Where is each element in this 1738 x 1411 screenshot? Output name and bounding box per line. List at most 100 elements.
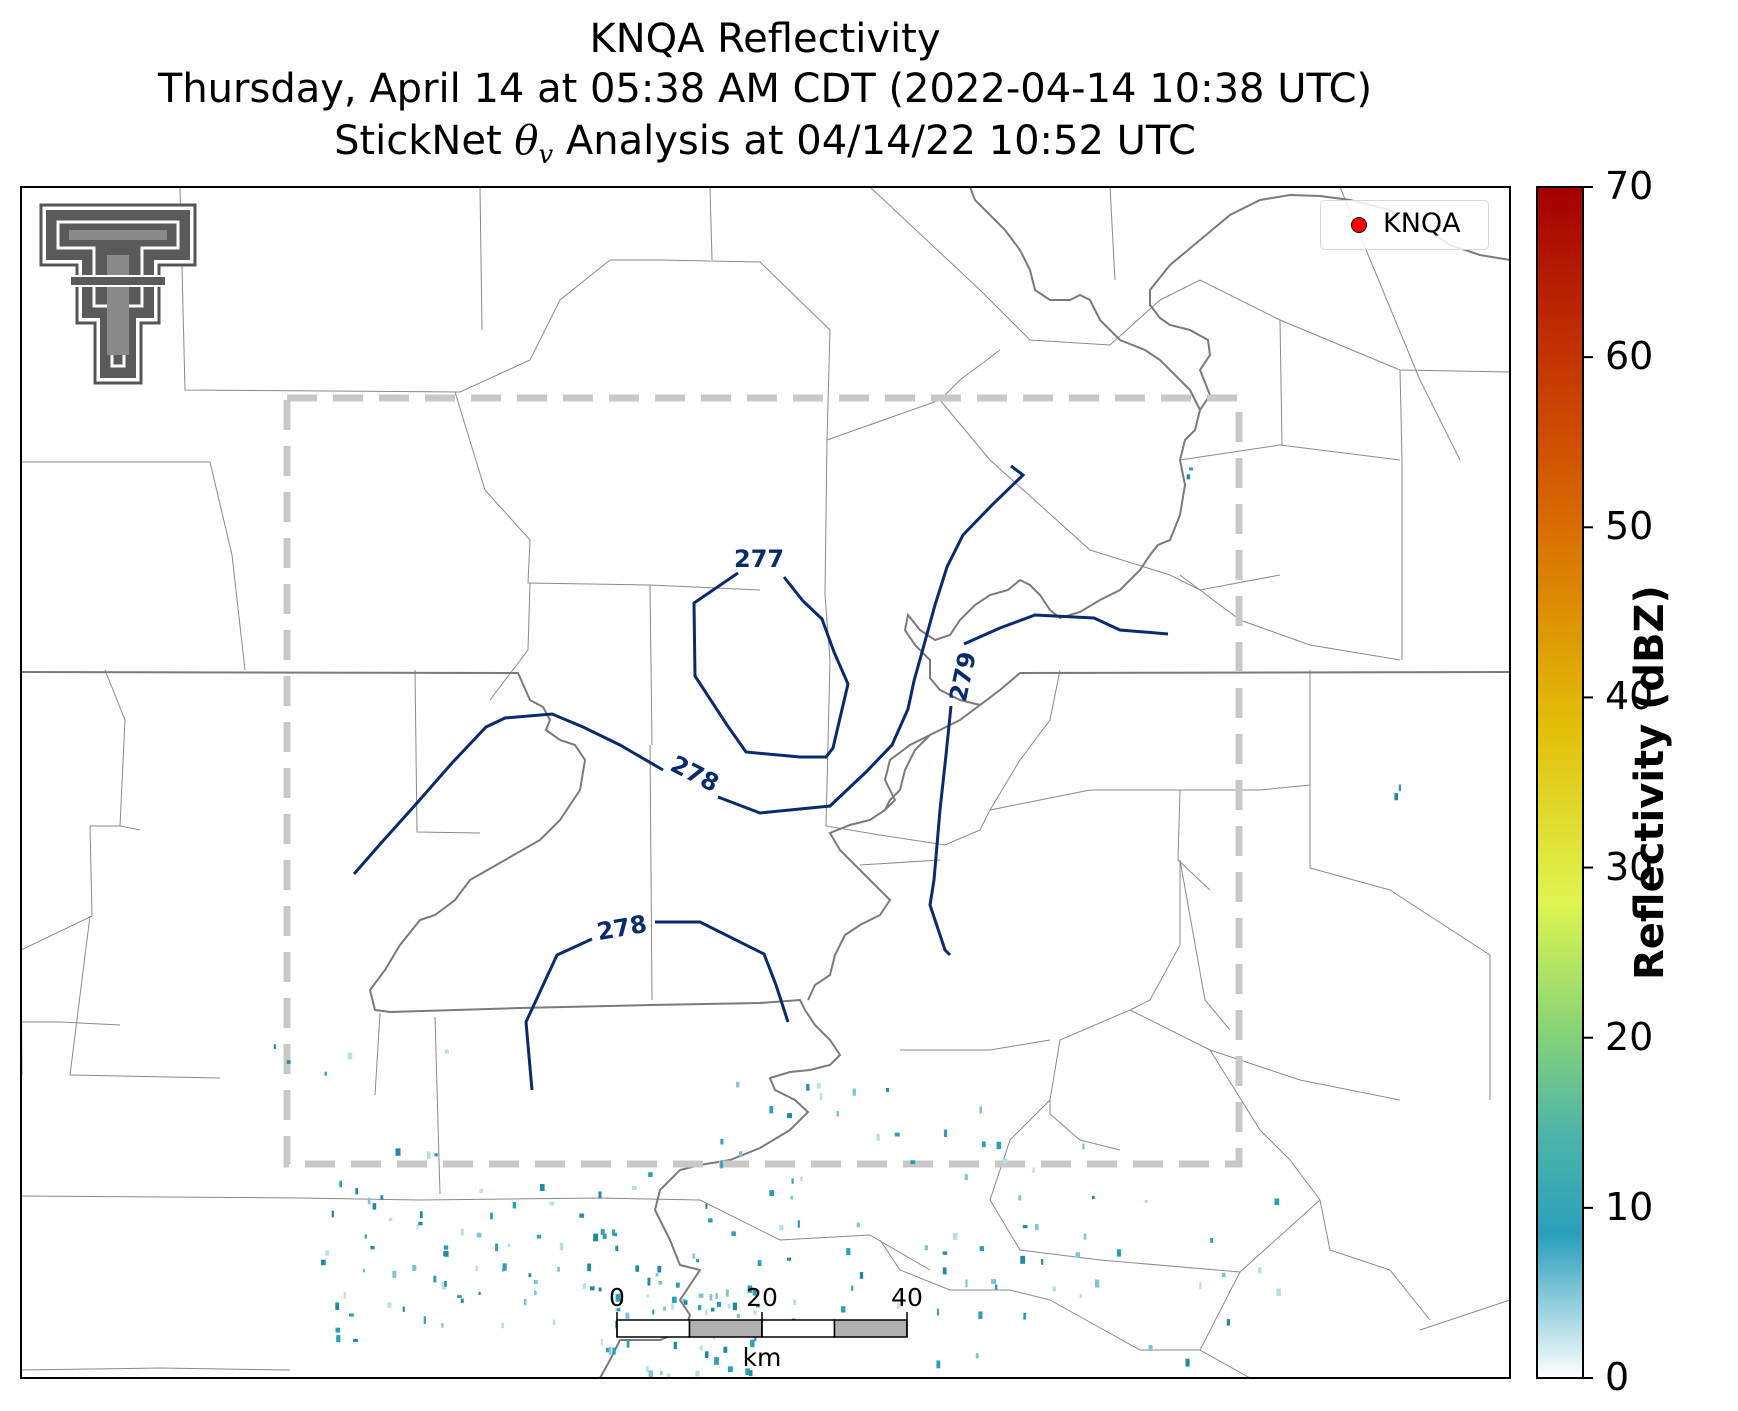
analysis-suffix: Analysis at 04/14/22 10:52 UTC: [553, 118, 1196, 164]
radar-echo: [441, 1281, 447, 1290]
radar-echo: [897, 1303, 900, 1310]
radar-echo: [705, 1203, 708, 1209]
radar-echo: [600, 1229, 605, 1235]
radar-echo: [549, 1202, 555, 1206]
radar-echo: [1257, 1267, 1262, 1274]
radar-echo: [1116, 1249, 1122, 1257]
state-boundaries: [21, 187, 1510, 1378]
radar-echo: [717, 1301, 721, 1307]
radar-echo: [710, 1307, 715, 1312]
radar-echo: [645, 1366, 649, 1373]
radar-echo: [557, 1266, 560, 1272]
radar-echo: [598, 1287, 602, 1292]
radar-echo: [495, 1243, 498, 1252]
radar-echo: [769, 1190, 775, 1196]
radar-echo: [273, 1044, 276, 1050]
theta-subscript: v: [538, 140, 554, 170]
colorbar-tick-label: 70: [1605, 164, 1654, 208]
radar-echo: [402, 1306, 405, 1312]
radar-echo: [1041, 1259, 1044, 1265]
radar-echo: [942, 1267, 947, 1275]
scale-tick-0: 0: [609, 1283, 625, 1312]
radar-echo: [336, 1335, 341, 1343]
radar-echo: [994, 1284, 998, 1290]
radar-echo: [790, 1195, 794, 1200]
colorbar-label: Reflectivity (dBZ): [1627, 585, 1673, 980]
radar-echo: [1210, 1238, 1214, 1243]
radar-echo: [362, 1268, 365, 1273]
radar-echo: [534, 1279, 538, 1284]
radar-echo: [1075, 1252, 1080, 1258]
radar-echo: [372, 1203, 377, 1210]
radar-echo: [602, 1233, 607, 1239]
radar-echo: [1079, 1293, 1082, 1299]
radar-echo: [1091, 1195, 1095, 1199]
theta-v-contours: [352, 464, 1169, 1091]
radar-echo: [441, 1323, 444, 1328]
radar-echo: [978, 1311, 983, 1319]
radar-echo: [524, 1298, 527, 1306]
radar-echo: [502, 1263, 507, 1271]
radar-echo: [395, 1148, 401, 1156]
radar-echo: [321, 1259, 326, 1266]
radar-echo: [732, 1302, 737, 1311]
radar-echo: [748, 1370, 753, 1377]
radar-echo: [725, 1289, 729, 1297]
radar-echo: [1032, 1167, 1035, 1173]
radar-echo: [836, 1111, 840, 1117]
radar-echo: [534, 1290, 537, 1296]
colorbar-tick-label: 60: [1605, 334, 1654, 379]
radar-echo: [856, 1222, 860, 1228]
contour-label-278-north: 278: [666, 750, 723, 798]
radar-echo: [1276, 1288, 1281, 1296]
radar-echo: [616, 1308, 621, 1312]
radar-echo: [286, 1060, 291, 1064]
radar-echo: [1148, 1345, 1153, 1351]
radar-site-marker-icon: [1351, 217, 1367, 233]
radar-echo: [528, 1273, 532, 1278]
colorbar: [1536, 186, 1584, 1379]
radar-echo: [613, 1232, 617, 1237]
radar-echo: [910, 1160, 916, 1165]
radar-echo: [324, 1071, 327, 1076]
analysis-prefix: StickNet: [334, 118, 515, 164]
radar-echo: [745, 1368, 750, 1376]
radar-echo: [457, 1295, 462, 1299]
radar-echo: [423, 1316, 426, 1324]
radar-echo: [964, 1174, 968, 1181]
radar-echo: [443, 1245, 449, 1250]
radar-echo: [769, 1106, 774, 1114]
legend-label: KNQA: [1383, 208, 1461, 239]
radar-echo: [1020, 1255, 1026, 1264]
radar-echo: [736, 1314, 740, 1319]
radar-echo: [646, 1294, 649, 1298]
radar-echo: [426, 1151, 431, 1160]
radar-echo: [752, 1288, 757, 1296]
colorbar-tick-label: 40: [1605, 674, 1654, 719]
scale-unit: km: [742, 1343, 782, 1372]
scale-tick-20: 20: [746, 1283, 778, 1312]
radar-echo: [475, 1265, 478, 1272]
radar-echo: [704, 1351, 709, 1358]
radar-echo: [840, 1306, 846, 1313]
radar-echo: [979, 1106, 982, 1114]
radar-echo: [626, 1340, 630, 1348]
radar-echo: [339, 1180, 342, 1188]
radar-echo: [1095, 1279, 1100, 1288]
radar-echo: [380, 1195, 384, 1201]
radar-echo: [852, 1088, 856, 1096]
radar-echo: [728, 1366, 733, 1373]
radar-echo: [355, 1187, 358, 1195]
radar-echo: [658, 1281, 662, 1285]
radar-echo: [652, 1309, 655, 1315]
radar-echo: [709, 1294, 713, 1301]
radar-echo: [647, 1277, 651, 1286]
radar-echo: [655, 1273, 659, 1277]
radar-echo: [478, 1291, 481, 1295]
theta-symbol: θ: [514, 118, 539, 164]
radar-echo: [750, 1339, 755, 1348]
radar-echo: [731, 1231, 736, 1236]
radar-echo: [335, 1302, 340, 1311]
radar-echo: [979, 1246, 984, 1252]
radar-echo: [635, 1265, 640, 1272]
